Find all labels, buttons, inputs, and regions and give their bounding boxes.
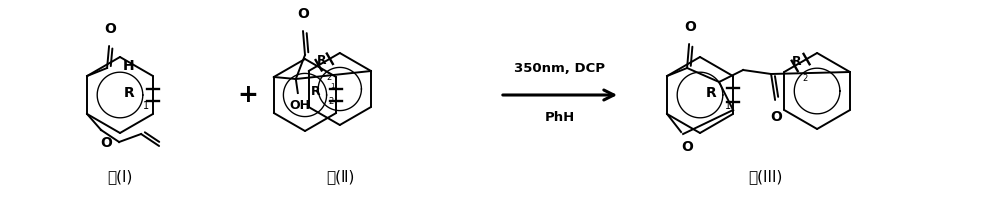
Text: H: H [123, 59, 135, 73]
Text: R: R [124, 86, 135, 100]
Text: +: + [238, 83, 258, 107]
Text: O: O [100, 136, 112, 150]
Text: O: O [104, 22, 116, 36]
Text: 350nm, DCP: 350nm, DCP [514, 62, 606, 75]
Text: 2: 2 [327, 73, 332, 82]
Text: O: O [684, 20, 696, 34]
Text: PhH: PhH [545, 111, 575, 124]
Text: R: R [792, 55, 802, 68]
Text: 2: 2 [328, 97, 333, 106]
Text: O: O [770, 110, 782, 124]
Text: 1: 1 [330, 83, 335, 89]
Text: O: O [297, 7, 309, 21]
Text: 式(III): 式(III) [748, 169, 782, 184]
Text: 2: 2 [802, 74, 807, 83]
Text: R: R [706, 86, 717, 100]
Text: O: O [681, 140, 693, 154]
Text: OH: OH [289, 99, 310, 112]
Text: 式(Ⅱ): 式(Ⅱ) [326, 169, 354, 184]
Text: 式(Ⅰ): 式(Ⅰ) [107, 169, 133, 184]
Text: R: R [317, 54, 326, 67]
Text: R: R [311, 85, 320, 97]
Text: 1: 1 [143, 101, 149, 111]
Text: 1: 1 [725, 101, 731, 111]
